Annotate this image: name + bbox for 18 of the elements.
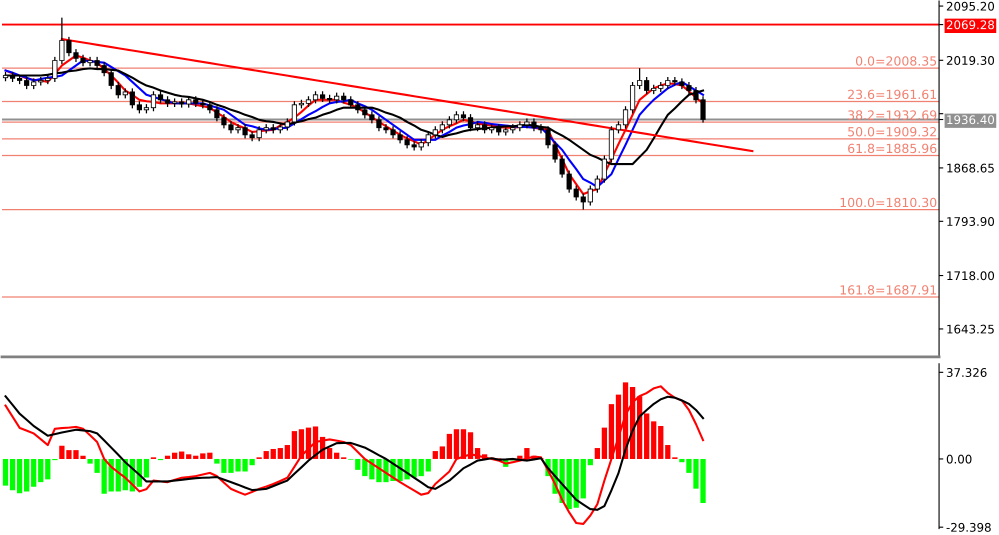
ref-line-label: 161.8=1687.91 bbox=[840, 285, 936, 295]
ref-line-label: 38.2=1932.69 bbox=[848, 110, 936, 120]
y-tick-label: 1936.40 bbox=[947, 115, 994, 124]
y-tick-label: 1868.65 bbox=[947, 164, 994, 173]
y-tick-label: 1643.25 bbox=[947, 324, 994, 334]
y-tick-label: 2069.28 bbox=[946, 20, 994, 30]
ref-line-label: 100.0=1810.30 bbox=[840, 198, 936, 208]
ref-line-label: 0.0=2008.35 bbox=[856, 56, 936, 66]
y-tick-label: 2095.20 bbox=[946, 2, 994, 11]
ref-line-label: 50.0=1909.32 bbox=[848, 126, 936, 136]
y-tick-label: 1718.00 bbox=[947, 271, 994, 280]
y-tick-label: 37.326 bbox=[946, 368, 987, 377]
y-tick-label: 2019.30 bbox=[946, 56, 994, 65]
y-tick-label: -29.398 bbox=[946, 522, 991, 532]
ref-line-label: 23.6=1961.61 bbox=[848, 90, 936, 100]
y-tick-label: 1793.90 bbox=[947, 217, 994, 226]
ref-line-label: 61.8=1885.96 bbox=[848, 144, 936, 154]
y-tick-label: 0.00 bbox=[946, 454, 972, 464]
